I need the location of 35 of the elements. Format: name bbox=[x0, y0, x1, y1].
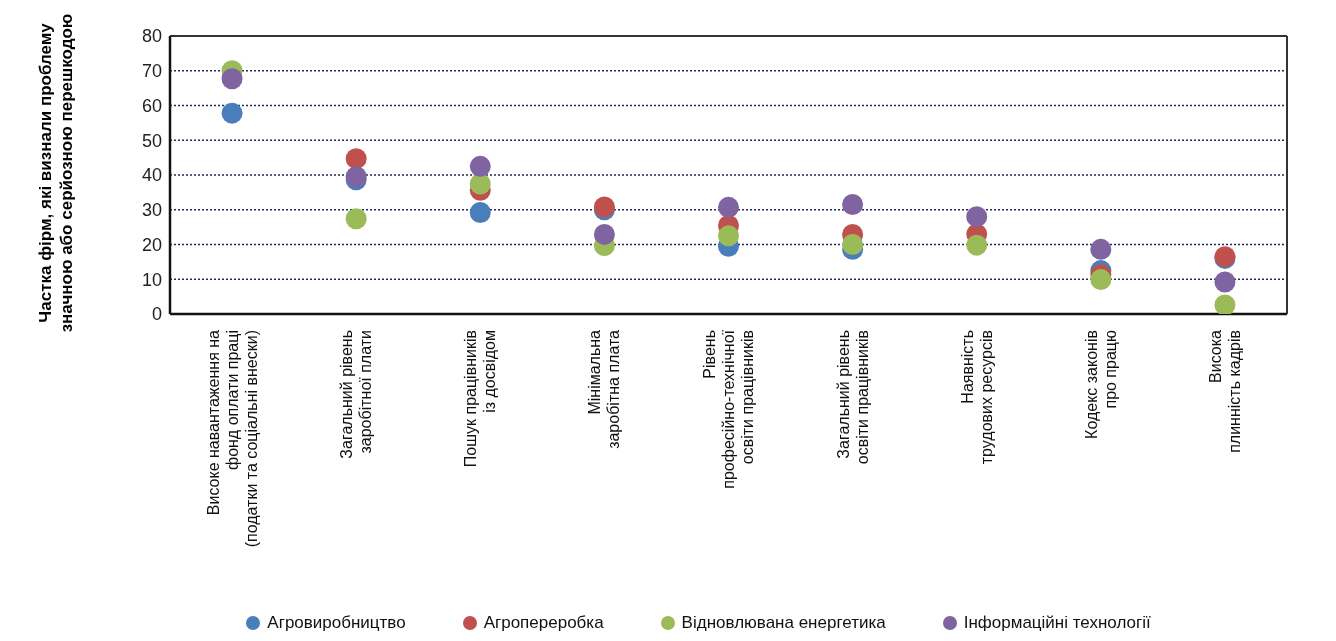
point bbox=[221, 68, 243, 90]
point bbox=[469, 173, 491, 195]
point bbox=[718, 196, 739, 218]
x-tick-label: Кодекс законів про працю bbox=[1082, 330, 1119, 439]
y-tick-label: 40 bbox=[141, 165, 162, 186]
point bbox=[1090, 269, 1112, 291]
point bbox=[842, 194, 864, 216]
y-tick-label: 80 bbox=[141, 26, 162, 47]
point bbox=[718, 225, 739, 247]
legend-label: Інформаційні технології bbox=[963, 613, 1151, 633]
y-tick-label: 60 bbox=[141, 95, 162, 116]
y-axis-title: Частка фірм, які визнали проблему значною або серйозною перешкодою bbox=[35, 13, 77, 333]
y-tick-label: 20 bbox=[141, 234, 162, 255]
point bbox=[966, 206, 988, 228]
y-tick-label: 0 bbox=[151, 304, 162, 325]
point bbox=[345, 208, 367, 230]
point bbox=[469, 202, 491, 224]
x-tick-label: Високе навантаження на фонд оплати праці (податки та соціальні внески) bbox=[204, 329, 260, 548]
legend-label: Відновлювана енергетика bbox=[681, 613, 886, 633]
y-tick-label: 30 bbox=[141, 200, 162, 221]
legend-label: Агропереробка bbox=[483, 613, 604, 633]
point bbox=[966, 234, 988, 256]
y-tick-label: 10 bbox=[141, 269, 162, 290]
legend-label: Агровиробництво bbox=[267, 613, 406, 633]
point bbox=[469, 155, 491, 177]
point bbox=[1214, 294, 1236, 314]
y-tick-label: 50 bbox=[141, 130, 162, 151]
point bbox=[345, 148, 367, 170]
y-tick-label: 70 bbox=[141, 61, 162, 82]
point bbox=[842, 234, 864, 255]
point bbox=[1090, 238, 1112, 260]
point bbox=[221, 102, 243, 124]
point bbox=[1214, 271, 1236, 293]
x-tick-label: Пошук працівників із досвідом bbox=[462, 330, 499, 468]
point bbox=[593, 223, 615, 245]
